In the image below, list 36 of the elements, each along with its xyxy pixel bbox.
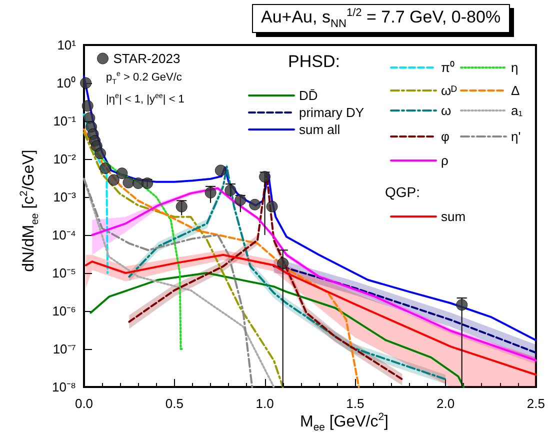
- annotation: p$_{T}$$^{e}$ > 0.2 GeV/c: [106, 70, 182, 86]
- x-tick-label: 0.5: [165, 396, 184, 411]
- legend-label: sum: [441, 209, 466, 224]
- legend-label: η': [511, 129, 521, 144]
- y-tick-label: 10⁻³: [53, 190, 77, 204]
- annotation: QGP:: [385, 184, 420, 200]
- legend-label: Δ: [511, 83, 520, 98]
- x-tick-label: 1.5: [346, 396, 364, 411]
- legend-label: ωᴰ: [441, 83, 458, 98]
- annotation: |η$^{e}$| < 1, |y$^{ee}$| < 1: [106, 92, 184, 106]
- x-tick-label: 2.5: [526, 396, 546, 411]
- legend-label: DD̄: [299, 88, 318, 103]
- legend-label: primary DY: [299, 105, 364, 120]
- y-tick-label: 10¹: [57, 38, 77, 52]
- chart-title: Au+Au, s$_{NN}$$^{1/2}$ = 7.7 GeV, 0-80%: [252, 4, 510, 34]
- y-tick-label: 10⁻¹: [53, 114, 77, 128]
- x-tick-label: 0.0: [74, 396, 94, 411]
- legend-label: a₁: [511, 103, 524, 118]
- annotation: PHSD:: [288, 52, 340, 72]
- y-tick-label: 10⁻⁴: [52, 228, 76, 242]
- legend-label: ω: [441, 103, 452, 118]
- x-tick-label: 2.0: [436, 396, 455, 411]
- x-tick-label: 1.0: [256, 396, 274, 411]
- y-tick-label: 10⁰: [56, 76, 76, 90]
- y-tick-label: 10⁻⁶: [52, 304, 76, 318]
- y-tick-label: 10⁻⁷: [52, 342, 76, 356]
- legend-label: ρ: [441, 153, 448, 168]
- y-tick-label: 10⁻²: [53, 152, 77, 166]
- legend-label: η: [511, 60, 518, 75]
- legend-label: φ: [441, 129, 450, 144]
- y-tick-label: 10⁻⁸: [52, 380, 76, 394]
- legend-label: sum all: [299, 122, 340, 137]
- legend-label: π⁰: [441, 60, 455, 75]
- legend-label: STAR-2023: [113, 51, 180, 66]
- y-tick-label: 10⁻⁵: [52, 266, 76, 280]
- x-axis-title: M$_{ee}$ [GeV/c$^{2}$]: [300, 412, 388, 434]
